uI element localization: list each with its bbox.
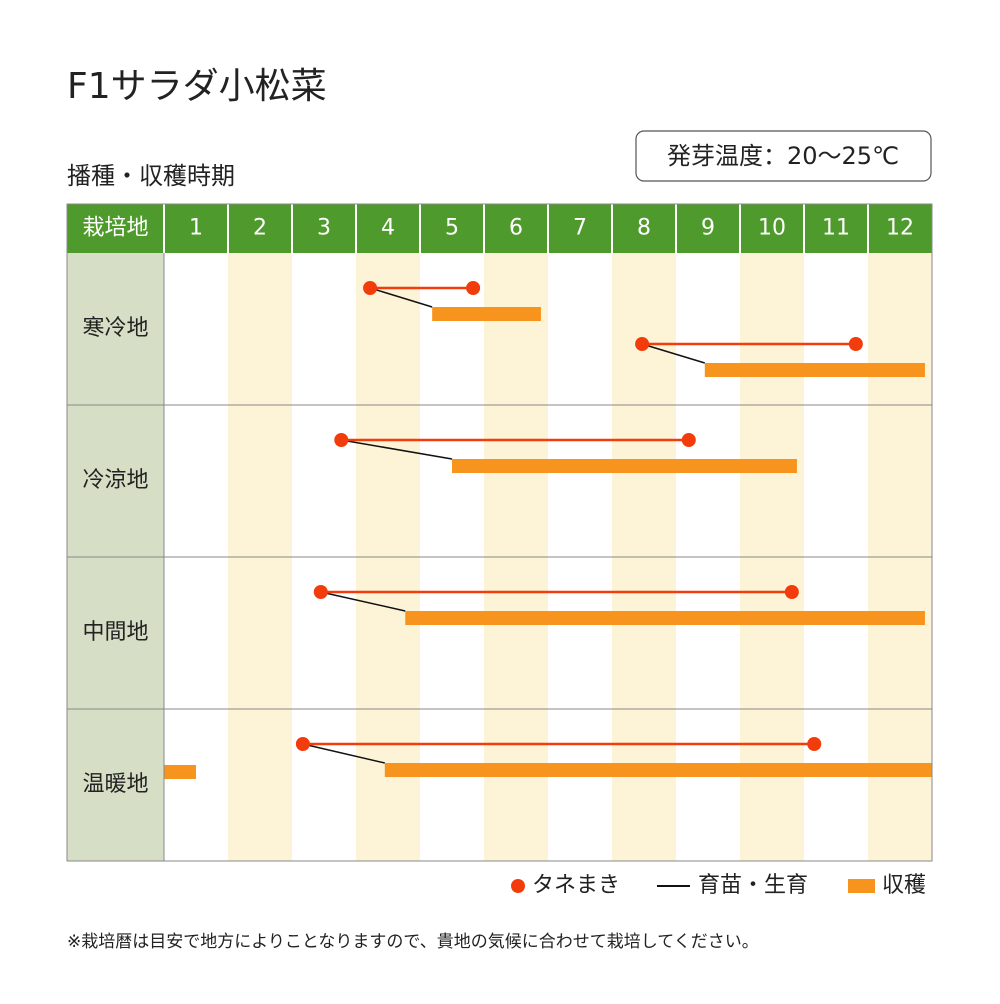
sow-dot — [807, 737, 822, 751]
harvest-bar — [405, 611, 925, 625]
harvest-bar — [704, 363, 925, 377]
sow-dot — [313, 585, 328, 599]
row-label: 冷涼地 — [82, 468, 148, 493]
month-label: 2 — [253, 216, 267, 241]
badge-box — [635, 130, 932, 182]
note: ※栽培暦は目安で地方によりことなりますので、貴地の気候に合わせて栽培してください… — [67, 932, 759, 952]
row-label: 中間地 — [82, 620, 148, 645]
sow-dot — [848, 337, 863, 351]
row-label: 寒冷地 — [82, 316, 148, 341]
sow-dot — [334, 433, 349, 447]
header-bg — [67, 204, 932, 253]
month-label: 5 — [445, 216, 459, 241]
month-label: 4 — [381, 216, 395, 241]
month-label: 12 — [886, 216, 914, 241]
legend-label: 収穫 — [882, 873, 926, 898]
table-border — [66, 203, 933, 862]
sow-dot — [784, 585, 799, 599]
month-label: 8 — [637, 216, 651, 241]
legend-marker — [848, 879, 875, 893]
legend-label: 育苗・生育 — [698, 873, 808, 898]
sow-dot — [681, 433, 696, 447]
sow-dot — [466, 281, 481, 295]
sow-dot — [295, 737, 310, 751]
month-label: 10 — [758, 216, 786, 241]
chart-subtitle: 播種・収穫時期 — [67, 162, 235, 190]
chart-title: F1サラダ小松菜 — [67, 66, 327, 107]
sow-dot — [363, 281, 378, 295]
sow-dot — [635, 337, 650, 351]
row-label: 温暖地 — [82, 772, 148, 797]
harvest-bar — [452, 459, 797, 473]
growth-line — [302, 743, 385, 764]
month-label: 3 — [317, 216, 331, 241]
legend-marker — [511, 879, 525, 893]
growth-line — [320, 591, 406, 612]
month-label: 1 — [189, 216, 203, 241]
month-label: 11 — [822, 216, 850, 241]
harvest-bar — [164, 765, 196, 779]
growth-line — [641, 343, 706, 364]
growth-line — [369, 287, 433, 308]
legend-label: タネまき — [532, 873, 620, 898]
harvest-bar — [432, 307, 541, 321]
month-label: 6 — [509, 216, 523, 241]
harvest-bar — [384, 763, 932, 777]
growth-line — [341, 439, 453, 460]
badge: 発芽温度：20～25℃ — [667, 142, 899, 170]
corner-label: 栽培地 — [82, 216, 148, 241]
month-label: 9 — [701, 216, 715, 241]
month-label: 7 — [573, 216, 587, 241]
